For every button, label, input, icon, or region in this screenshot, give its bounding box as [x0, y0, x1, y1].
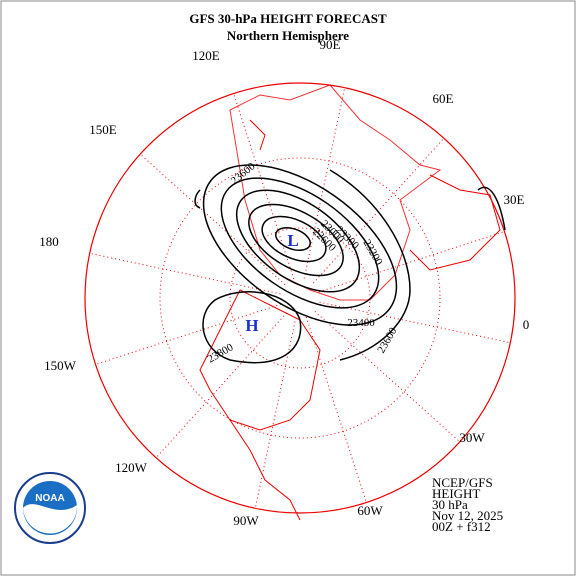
info-line: 00Z + f312	[432, 519, 491, 534]
longitude-label: 120E	[192, 48, 220, 63]
info-line: Nov 12, 2025	[432, 508, 503, 523]
meridian	[233, 93, 295, 280]
meridian	[155, 312, 287, 459]
high-center: H	[245, 316, 258, 335]
low-center: L	[287, 231, 298, 250]
meridian	[314, 311, 461, 443]
longitude-label: 60W	[357, 503, 383, 518]
logo-text: NOAA	[35, 493, 64, 504]
longitude-label: 90W	[233, 513, 259, 528]
info-line: NCEP/GFS	[432, 475, 493, 490]
longitude-label: 0	[523, 317, 530, 332]
longitude-label: 30E	[504, 192, 525, 207]
longitude-label: 60E	[433, 91, 454, 106]
meridian	[313, 137, 445, 284]
meridian	[319, 301, 511, 344]
boundary-circle	[84, 82, 516, 514]
noaa-logo: NOAA	[14, 472, 86, 544]
longitude-label: 90E	[320, 37, 341, 52]
meridian	[95, 303, 282, 365]
latitude-circle	[159, 157, 441, 439]
longitude-label: 150W	[44, 358, 77, 373]
meridian	[318, 231, 505, 293]
meridian	[89, 252, 281, 295]
meridian	[139, 153, 286, 285]
info-line: HEIGHT	[432, 486, 480, 501]
longitude-label: 180	[39, 234, 59, 249]
height-contours	[194, 164, 506, 364]
graticule	[84, 82, 516, 514]
contour-label: 23400	[347, 317, 375, 329]
meridian	[305, 316, 367, 503]
title: GFS 30-hPa HEIGHT FORECAST	[189, 11, 387, 26]
longitude-label: 120W	[115, 460, 148, 475]
coastlines	[199, 84, 501, 521]
meridian	[303, 87, 346, 279]
meridian	[254, 317, 297, 509]
longitude-label: 30W	[459, 430, 485, 445]
longitude-labels: 90E 60E 30E 0 30W 60W 90W 120W 150W 180 150E 120E	[39, 37, 529, 528]
longitude-label: 150E	[89, 122, 117, 137]
subtitle: Northern Hemisphere	[227, 28, 349, 43]
info-line: 30 hPa	[432, 497, 468, 512]
